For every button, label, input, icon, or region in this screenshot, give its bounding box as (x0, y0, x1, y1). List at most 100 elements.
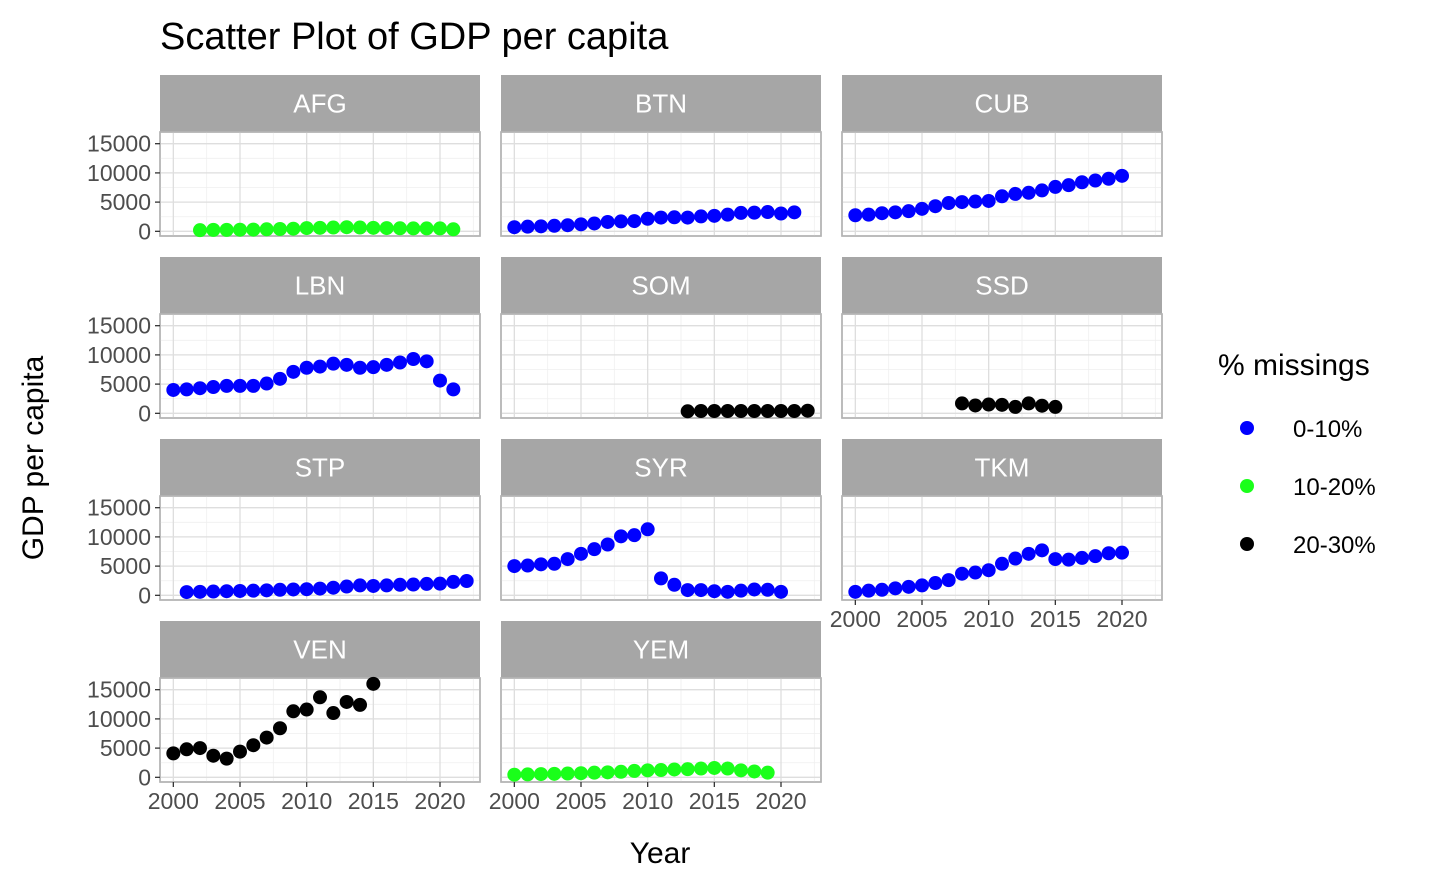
data-point (299, 221, 314, 236)
data-point (446, 382, 461, 397)
data-point (1061, 552, 1076, 567)
data-point (206, 748, 221, 763)
data-point (707, 403, 722, 418)
data-point (720, 403, 735, 418)
data-point (547, 556, 562, 571)
data-point (206, 584, 221, 599)
data-point (1088, 173, 1103, 188)
legend: % missings 0-10% 10-20% 20-30% (1218, 349, 1376, 559)
y-tick-label: 0 (138, 400, 151, 426)
data-point (848, 208, 863, 223)
data-point (246, 583, 261, 598)
x-tick-label: 2010 (622, 788, 673, 814)
data-point (419, 221, 434, 236)
facet-strip (160, 257, 480, 314)
data-point (600, 214, 615, 229)
panel-background (841, 131, 1163, 237)
legend-label: 10-20% (1293, 474, 1376, 501)
data-point (1101, 171, 1116, 186)
data-point (233, 222, 247, 237)
data-point (587, 542, 602, 557)
data-point (534, 219, 548, 234)
panel-border (159, 313, 481, 419)
data-point (1115, 545, 1129, 560)
data-points (166, 351, 461, 397)
data-point (928, 199, 943, 214)
data-point (1035, 543, 1049, 558)
data-point (313, 359, 327, 374)
data-point (734, 763, 748, 778)
data-point (574, 217, 588, 232)
facet-strip (842, 75, 1162, 132)
data-point (694, 403, 708, 418)
facet-strip-label: SYR (634, 453, 687, 483)
data-point (574, 766, 588, 781)
data-point (600, 537, 615, 552)
data-point (446, 574, 461, 589)
data-points (193, 220, 461, 238)
data-point (760, 403, 775, 418)
facet-strip-label: TKM (975, 453, 1030, 483)
data-point (379, 221, 394, 236)
legend-key (1240, 479, 1254, 493)
grid (160, 678, 480, 782)
data-point (875, 206, 889, 221)
data-point (1115, 168, 1129, 183)
y-tick-label: 10000 (87, 160, 151, 186)
data-point (353, 360, 367, 375)
data-point (534, 767, 548, 782)
data-point (520, 558, 535, 573)
data-point (707, 208, 722, 223)
data-point (193, 381, 207, 396)
data-point (433, 221, 447, 236)
data-point (393, 577, 407, 592)
data-point (547, 766, 562, 781)
legend-label: 0-10% (1293, 416, 1362, 443)
data-point (614, 214, 628, 229)
data-point (273, 221, 287, 236)
data-point (968, 565, 983, 580)
data-point (219, 751, 234, 766)
data-point (233, 378, 247, 393)
data-point (193, 741, 207, 756)
data-point (339, 579, 354, 594)
data-point (353, 578, 367, 593)
data-point (955, 396, 969, 411)
x-tick-label: 2015 (1030, 606, 1081, 632)
data-point (654, 571, 668, 586)
data-point (326, 706, 341, 721)
data-point (654, 210, 668, 225)
data-point (1008, 399, 1023, 414)
data-point (760, 582, 775, 597)
facet-strip-label: SSD (975, 271, 1028, 301)
data-point (326, 220, 341, 235)
data-point (393, 221, 407, 236)
data-point (379, 578, 394, 593)
data-point (406, 221, 421, 236)
data-point (166, 746, 181, 761)
data-point (861, 207, 876, 222)
data-point (273, 371, 287, 386)
data-point (941, 195, 956, 210)
facet-panel-lbn: LBN 0 5000 10000 15000 (87, 257, 481, 426)
x-tick-label: 2015 (689, 788, 740, 814)
data-point (406, 577, 421, 592)
data-points (507, 760, 775, 782)
data-point (1075, 175, 1089, 190)
x-tick-label: 2020 (414, 788, 465, 814)
chart-title: Scatter Plot of GDP per capita (160, 16, 669, 58)
data-point (339, 357, 354, 372)
panel-background (500, 313, 822, 419)
data-point (299, 360, 314, 375)
grid (501, 314, 821, 418)
data-point (995, 556, 1009, 571)
x-tick-label: 2015 (348, 788, 399, 814)
data-points (507, 522, 788, 599)
data-point (774, 206, 788, 221)
data-point (520, 767, 535, 782)
data-point (206, 222, 221, 237)
data-point (179, 585, 194, 600)
panel-border (841, 131, 1163, 237)
x-tick-label: 2010 (281, 788, 332, 814)
facet-panel-tkm: TKM 2000 2005 2010 2015 2020 (830, 439, 1163, 632)
